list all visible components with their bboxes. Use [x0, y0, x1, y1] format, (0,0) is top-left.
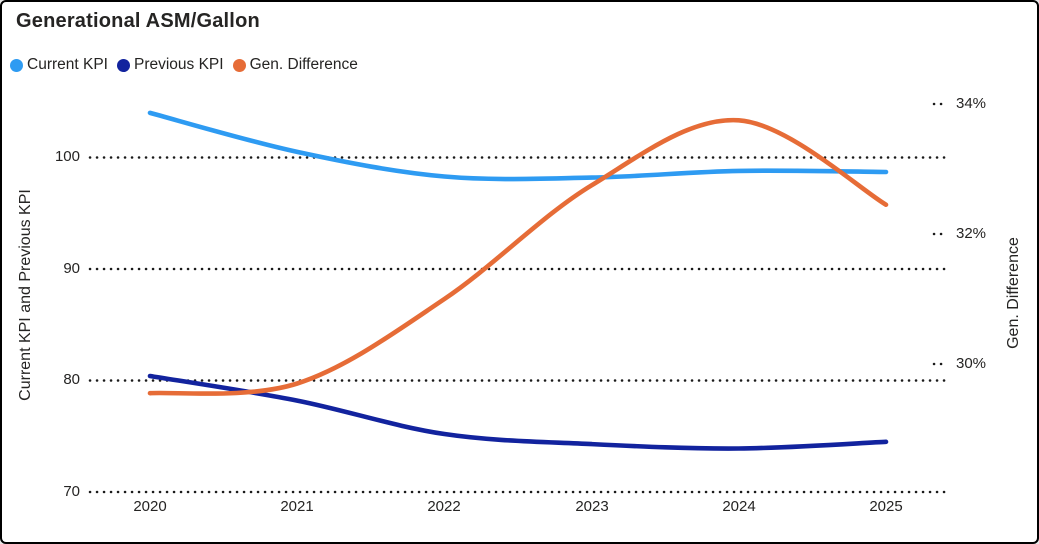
legend: Current KPI Previous KPI Gen. Difference — [10, 56, 358, 74]
legend-dot-gen-difference-icon — [232, 58, 246, 72]
legend-item-gen-difference[interactable]: Gen. Difference — [232, 56, 358, 74]
right-axis-tick-32: 32% — [956, 225, 987, 242]
legend-dot-current-kpi-icon — [10, 58, 23, 72]
x-axis-tick-2020: 2020 — [133, 498, 167, 515]
right-axis-tick-30: 30% — [956, 355, 987, 372]
x-axis-tick-2021: 2021 — [280, 498, 314, 515]
legend-label-current-kpi: Current KPI — [27, 56, 108, 73]
x-axis-tick-2022: 2022 — [427, 498, 461, 515]
left-axis-tick-100: 100 — [54, 148, 80, 165]
legend-item-current-kpi[interactable]: Current KPI — [10, 56, 108, 74]
legend-item-previous-kpi[interactable]: Previous KPI — [116, 56, 224, 74]
chart-title: Generational ASM/Gallon — [16, 10, 260, 32]
left-axis-title: Current KPI and Previous KPI — [17, 189, 34, 401]
legend-label-previous-kpi: Previous KPI — [133, 56, 224, 73]
right-axis-title: Gen. Difference — [1005, 237, 1022, 349]
legend-dot-previous-kpi-icon — [116, 58, 130, 72]
x-axis-tick-2024: 2024 — [722, 498, 756, 515]
left-axis-tick-70: 70 — [63, 483, 80, 500]
x-axis-tick-2023: 2023 — [575, 498, 609, 515]
legend-label-gen-difference: Gen. Difference — [249, 56, 358, 73]
right-axis-tick-34: 34% — [956, 95, 987, 112]
left-axis-tick-90: 90 — [63, 260, 80, 277]
left-axis-tick-80: 80 — [63, 371, 80, 388]
x-axis-tick-2025: 2025 — [869, 498, 903, 515]
